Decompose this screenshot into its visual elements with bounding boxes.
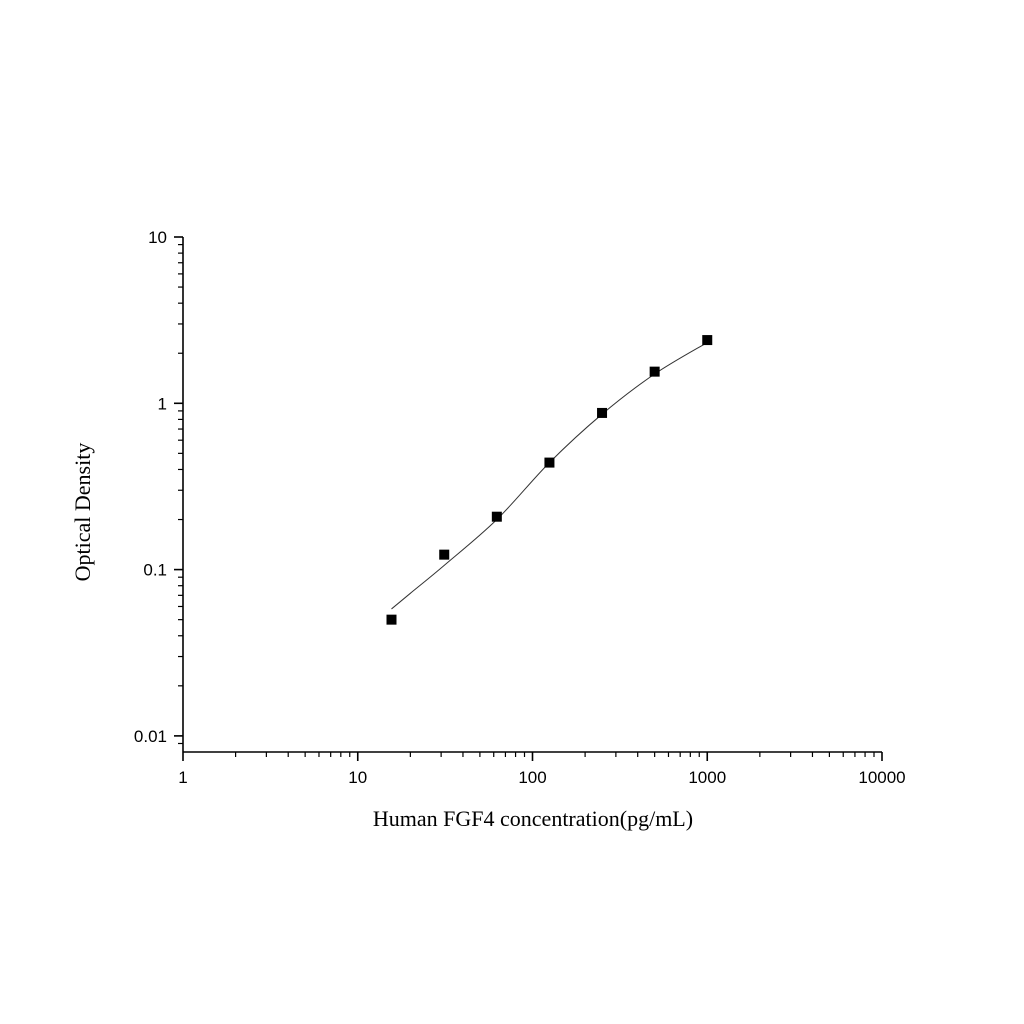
data-point bbox=[649, 366, 660, 377]
x-tick-label: 100 bbox=[518, 768, 546, 787]
x-axis-title: Human FGF4 concentration(pg/mL) bbox=[373, 806, 693, 831]
data-point bbox=[597, 407, 608, 418]
axes bbox=[182, 237, 882, 753]
y-tick-label: 0.01 bbox=[134, 727, 167, 746]
data-point bbox=[702, 335, 713, 346]
fit-curve bbox=[391, 342, 708, 610]
data-point bbox=[386, 614, 397, 625]
y-tick-label: 0.1 bbox=[143, 561, 167, 580]
data-point bbox=[544, 457, 555, 468]
y-tick-label: 1 bbox=[158, 394, 167, 413]
y-tick-label: 10 bbox=[148, 228, 167, 247]
data-point bbox=[491, 511, 502, 522]
data-point bbox=[439, 549, 450, 560]
ticks bbox=[174, 236, 883, 761]
tick-labels: 1 10 100 1000 10000 0.01 0.1 1 10 bbox=[134, 228, 906, 787]
x-tick-label: 1000 bbox=[688, 768, 726, 787]
x-tick-label: 10000 bbox=[858, 768, 905, 787]
y-axis-title: Optical Density bbox=[70, 443, 95, 582]
x-tick-label: 10 bbox=[348, 768, 367, 787]
data-points bbox=[386, 335, 713, 625]
x-tick-label: 1 bbox=[178, 768, 187, 787]
